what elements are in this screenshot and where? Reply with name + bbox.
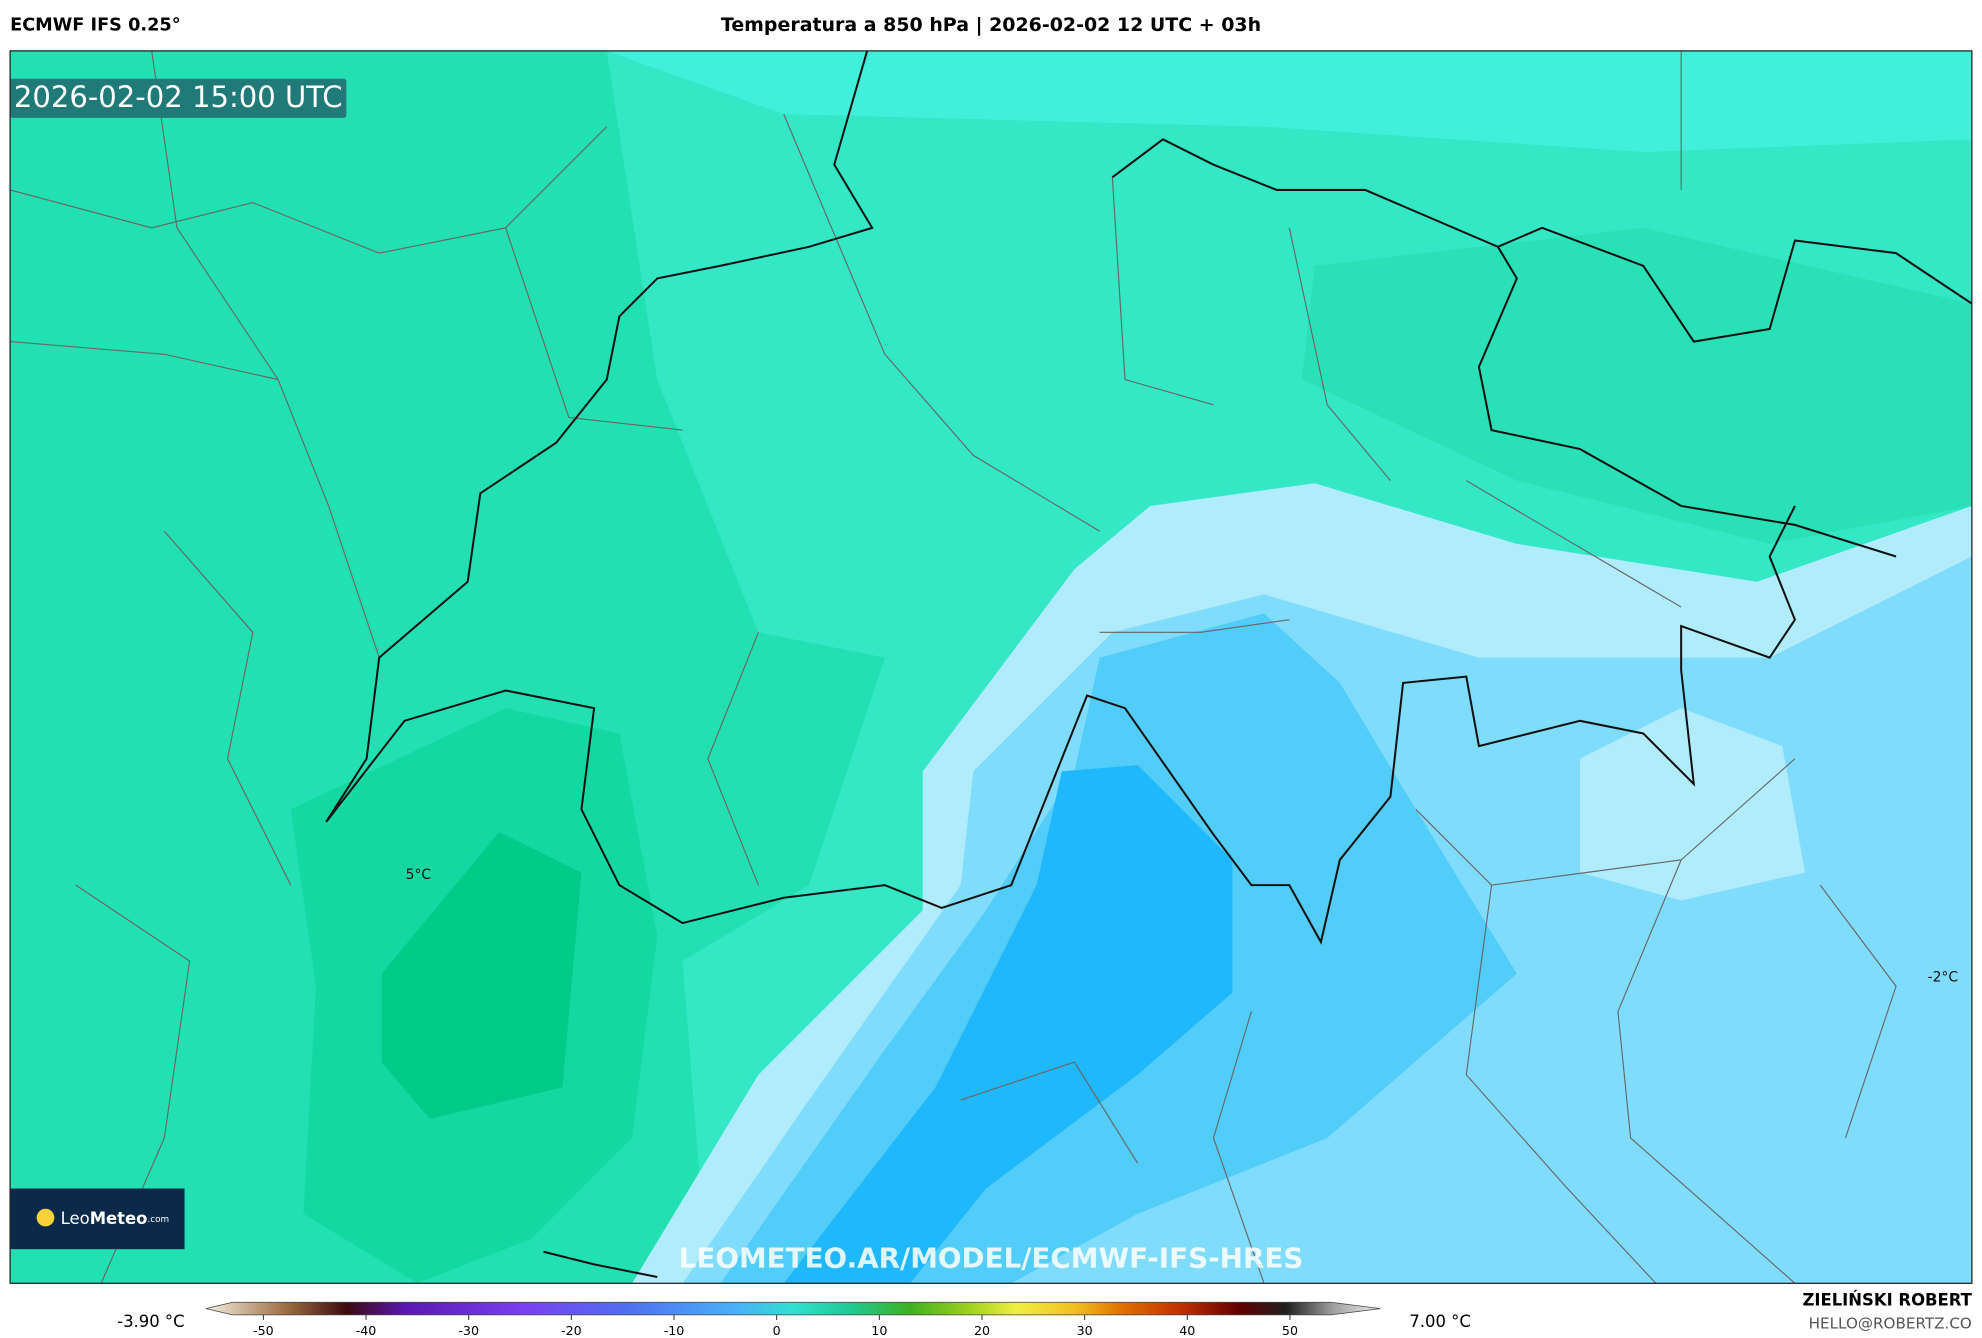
country-borders <box>543 1250 658 1278</box>
model-label: ECMWF IFS 0.25° <box>10 16 180 36</box>
region-borders <box>10 50 1897 1284</box>
colorbar-tick-label: 50 <box>1282 1323 1298 1338</box>
logo-bold: Meteo <box>90 1208 148 1227</box>
watermark: LEOMETEO.AR/MODEL/ECMWF-IFS-HRES <box>679 1241 1304 1274</box>
timestamp-box <box>10 78 347 118</box>
contour-label: 5°C <box>406 867 431 883</box>
colorbar-tick-label: -40 <box>356 1323 377 1338</box>
author: ZIELIŃSKI ROBERT <box>1802 1291 1972 1310</box>
zone <box>1580 708 1806 901</box>
zone <box>1301 227 1972 544</box>
logo-light: Leo <box>61 1208 90 1227</box>
map: 2026-02-02 15:00 UTC 5°C -2°C LEOMETEO.A… <box>10 50 1972 1284</box>
contact: HELLO@ROBERTZ.CO <box>1809 1314 1972 1332</box>
contour-label: -2°C <box>1928 969 1959 985</box>
colorbar-bar <box>205 1301 1381 1316</box>
colorbar-tick-label: 10 <box>871 1323 887 1338</box>
colorbar-tick-label: 20 <box>974 1323 990 1338</box>
logo-suffix: .com <box>147 1214 169 1224</box>
colorbar-max: 7.00 °C <box>1409 1312 1470 1331</box>
zone <box>10 50 885 1284</box>
zone <box>381 832 582 1119</box>
country-borders <box>325 50 1972 945</box>
colorbar-tick-label: -10 <box>664 1323 685 1338</box>
map-title: Temperatura a 850 hPa | 2026-02-02 12 UT… <box>721 14 1261 36</box>
timestamp: 2026-02-02 15:00 UTC <box>14 80 343 114</box>
zone <box>783 765 1233 1284</box>
colorbar-tick-label: 40 <box>1179 1323 1195 1338</box>
colorbar-tick-label: -20 <box>561 1323 582 1338</box>
zone <box>606 50 1972 153</box>
logo-text: LeoMeteo.com <box>61 1208 169 1227</box>
map-frame <box>9 50 1973 1284</box>
colorbar-tick-label: 0 <box>773 1323 781 1338</box>
colorbar-tick-label: 30 <box>1077 1323 1093 1338</box>
logo-sun <box>36 1208 55 1227</box>
colorbar-tick-label: -30 <box>458 1323 479 1338</box>
colorbar-tick-label: -50 <box>253 1323 274 1338</box>
colorbar-min: -3.90 °C <box>117 1312 184 1331</box>
colorbar: -50 -40 -30 -20 -10 0 10 20 30 40 50 <box>205 1301 1381 1338</box>
